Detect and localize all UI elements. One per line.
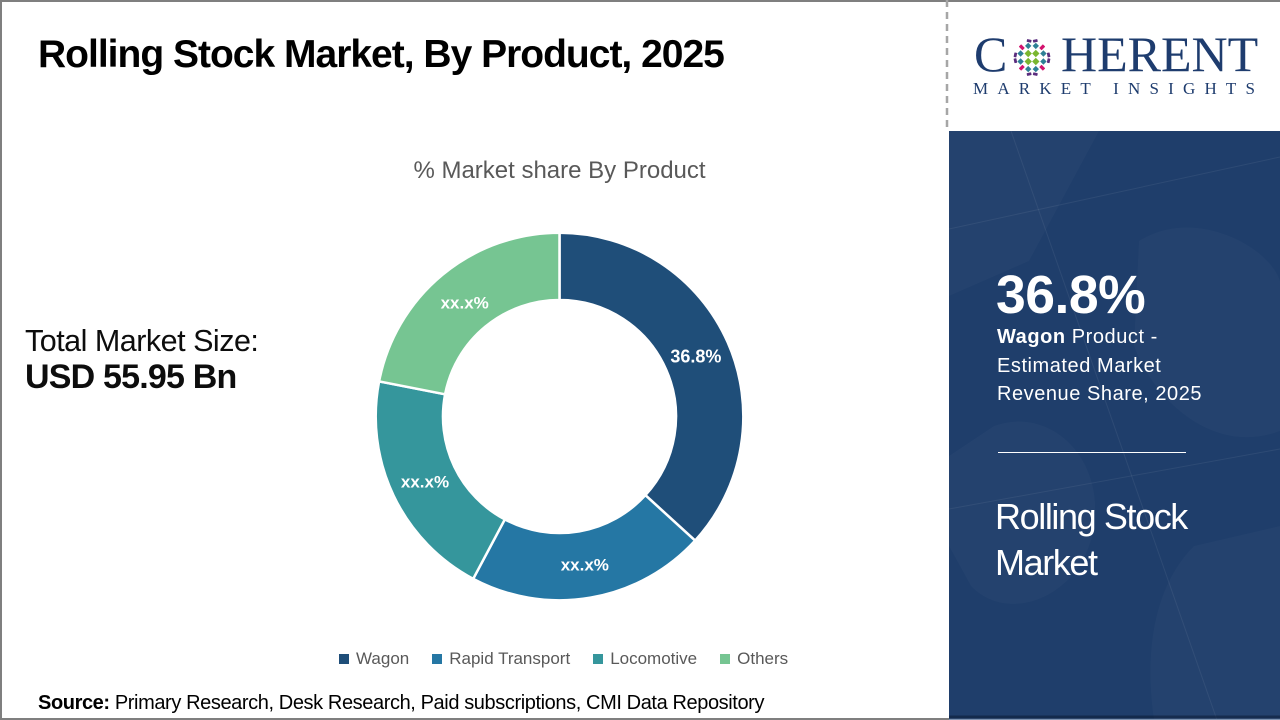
- svg-text:xx.x%: xx.x%: [441, 294, 489, 313]
- svg-text:xx.x%: xx.x%: [561, 555, 609, 574]
- svg-text:36.8%: 36.8%: [670, 347, 721, 367]
- svg-text:HERENT: HERENT: [1061, 26, 1258, 82]
- svg-text:C: C: [974, 26, 1007, 82]
- svg-text:xx.x%: xx.x%: [401, 473, 449, 492]
- svg-text:MARKET INSIGHTS: MARKET INSIGHTS: [973, 79, 1264, 98]
